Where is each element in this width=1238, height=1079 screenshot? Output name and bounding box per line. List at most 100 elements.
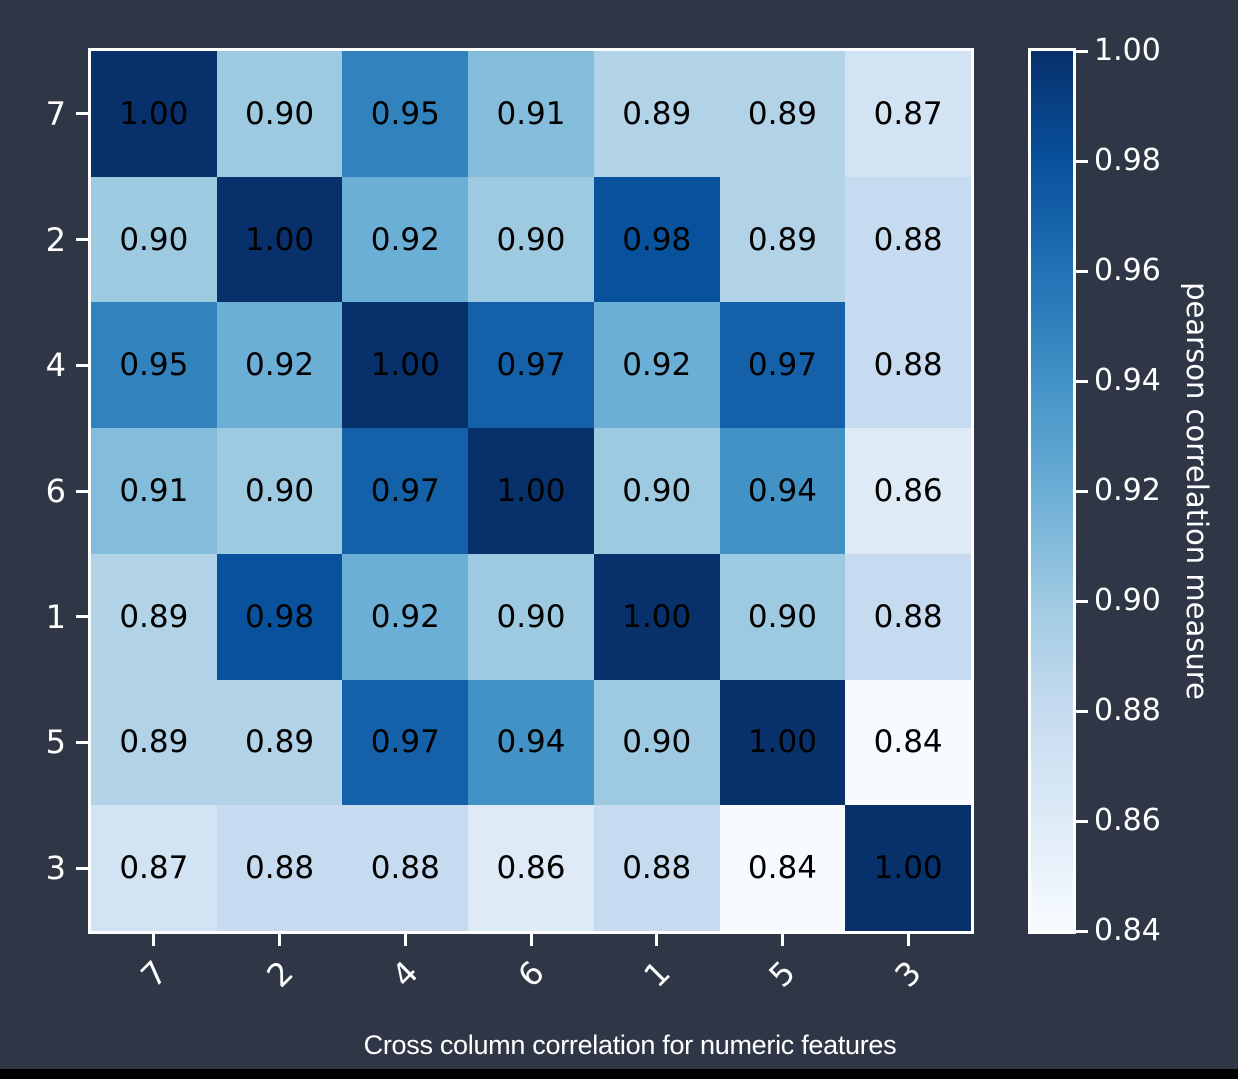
y-tick-mark (76, 112, 88, 116)
colorbar-tick-mark (1076, 819, 1088, 823)
colorbar-axis-label: pearson correlation measure (1180, 282, 1214, 700)
colorbar-tick-mark (1076, 489, 1088, 493)
heatmap-cell-7-1: 0.89 (593, 51, 720, 177)
y-tick-label: 7 (45, 94, 66, 133)
x-tick-mark (403, 934, 407, 946)
heatmap-cell-1-7: 0.89 (91, 553, 217, 680)
heatmap-cell-4-2: 0.92 (216, 302, 343, 429)
heatmap-cell-4-1: 0.92 (593, 302, 720, 429)
colorbar-tick-label: 0.96 (1094, 253, 1161, 288)
heatmap-cell-2-5: 0.89 (719, 176, 846, 303)
heatmap-cell-2-1: 0.98 (593, 176, 720, 303)
heatmap-cell-1-6: 0.90 (468, 553, 594, 680)
heatmap-cell-5-2: 0.89 (216, 679, 343, 806)
colorbar-tick-label: 0.92 (1094, 473, 1161, 508)
heatmap-cell-7-7: 1.00 (91, 51, 217, 177)
heatmap-cell-7-3: 0.87 (845, 51, 971, 177)
heatmap-cell-4-5: 0.97 (719, 302, 846, 429)
heatmap-cell-3-6: 0.86 (468, 805, 594, 931)
heatmap-cell-5-7: 0.89 (91, 679, 217, 806)
heatmap-cell-5-1: 0.90 (593, 679, 720, 806)
x-tick-mark (780, 934, 784, 946)
heatmap-cell-5-3: 0.84 (845, 679, 971, 806)
x-tick-label: 4 (384, 953, 426, 995)
x-tick-mark (278, 934, 282, 946)
heatmap-cell-5-4: 0.97 (342, 679, 469, 806)
heatmap-cell-2-6: 0.90 (468, 176, 594, 303)
heatmap-cell-3-1: 0.88 (593, 805, 720, 931)
colorbar-tick-label: 0.90 (1094, 583, 1161, 618)
x-tick-mark (152, 934, 156, 946)
heatmap-cell-4-4: 1.00 (342, 302, 469, 429)
colorbar-tick-mark (1076, 929, 1088, 933)
y-tick-mark (76, 489, 88, 493)
heatmap-grid: 1.00 0.90 0.95 0.91 0.89 0.89 0.87 0.90 1.00 0.92… (88, 48, 974, 934)
chart-title: Cross column correlation for numeric fea… (363, 1030, 897, 1060)
colorbar-tick-label: 0.94 (1094, 363, 1161, 398)
y-tick-label: 4 (45, 346, 66, 385)
colorbar-tick-mark (1076, 709, 1088, 713)
heatmap-cell-7-5: 0.89 (719, 51, 846, 177)
x-tick-label: 1 (636, 953, 678, 995)
x-tick-mark (655, 934, 659, 946)
heatmap-cell-1-2: 0.98 (216, 553, 343, 680)
heatmap-cell-5-5: 1.00 (719, 679, 846, 806)
y-tick-mark (76, 238, 88, 242)
colorbar-tick-mark (1076, 269, 1088, 273)
bottom-black-bar (0, 1069, 1238, 1079)
heatmap-cell-3-3: 1.00 (845, 805, 971, 931)
heatmap-cell-7-6: 0.91 (468, 51, 594, 177)
heatmap-cell-1-5: 0.90 (719, 553, 846, 680)
heatmap-cell-1-1: 1.00 (593, 553, 720, 680)
heatmap-cell-2-2: 1.00 (216, 176, 343, 303)
heatmap-cell-4-7: 0.95 (91, 302, 217, 429)
heatmap-cell-7-2: 0.90 (216, 51, 343, 177)
y-tick-mark (76, 740, 88, 744)
x-tick-label: 2 (258, 953, 301, 995)
heatmap-cell-2-3: 0.88 (845, 176, 971, 303)
heatmap-cell-3-7: 0.87 (91, 805, 217, 931)
y-tick-label: 5 (45, 723, 66, 762)
heatmap-cell-6-5: 0.94 (719, 428, 846, 554)
heatmap-cell-1-3: 0.88 (845, 553, 971, 680)
heatmap-cell-6-6: 1.00 (468, 428, 594, 554)
colorbar-tick-label: 0.88 (1094, 693, 1161, 728)
colorbar-tick-mark (1076, 379, 1088, 383)
colorbar-tick-label: 0.86 (1094, 803, 1161, 838)
colorbar-tick-mark (1076, 49, 1088, 53)
heatmap-cell-3-2: 0.88 (216, 805, 343, 931)
colorbar-tick-label: 1.00 (1094, 33, 1161, 68)
colorbar-tick-mark (1076, 159, 1088, 163)
colorbar-tick-mark (1076, 599, 1088, 603)
colorbar (1028, 48, 1076, 934)
y-tick-label: 1 (45, 597, 66, 636)
heatmap-cell-6-7: 0.91 (91, 428, 217, 554)
heatmap-cell-4-6: 0.97 (468, 302, 594, 429)
heatmap-cell-6-4: 0.97 (342, 428, 469, 554)
colorbar-gradient (1031, 51, 1073, 931)
x-tick-mark (906, 934, 910, 946)
colorbar-tick-label: 0.84 (1094, 913, 1161, 948)
heatmap-cell-2-7: 0.90 (91, 176, 217, 303)
heatmap-cell-6-3: 0.86 (845, 428, 971, 554)
heatmap-cell-4-3: 0.88 (845, 302, 971, 429)
x-tick-mark (529, 934, 533, 946)
y-tick-label: 3 (45, 849, 66, 888)
y-tick-mark (76, 615, 88, 619)
x-tick-label: 6 (510, 953, 552, 995)
heatmap-cell-3-4: 0.88 (342, 805, 469, 931)
heatmap-cell-5-6: 0.94 (468, 679, 594, 806)
x-tick-label: 5 (761, 953, 804, 995)
y-tick-label: 6 (45, 472, 66, 510)
colorbar-tick-label: 0.98 (1094, 143, 1161, 178)
heatmap-cell-7-4: 0.95 (342, 51, 469, 177)
x-tick-label: 3 (887, 953, 929, 995)
heatmap-cell-1-4: 0.92 (342, 553, 469, 680)
heatmap-cell-3-5: 0.84 (719, 805, 846, 931)
heatmap-cell-6-2: 0.90 (216, 428, 343, 554)
x-tick-label: 7 (133, 953, 175, 995)
heatmap-cell-2-4: 0.92 (342, 176, 469, 303)
y-tick-label: 2 (45, 220, 66, 259)
y-tick-mark (76, 866, 88, 870)
